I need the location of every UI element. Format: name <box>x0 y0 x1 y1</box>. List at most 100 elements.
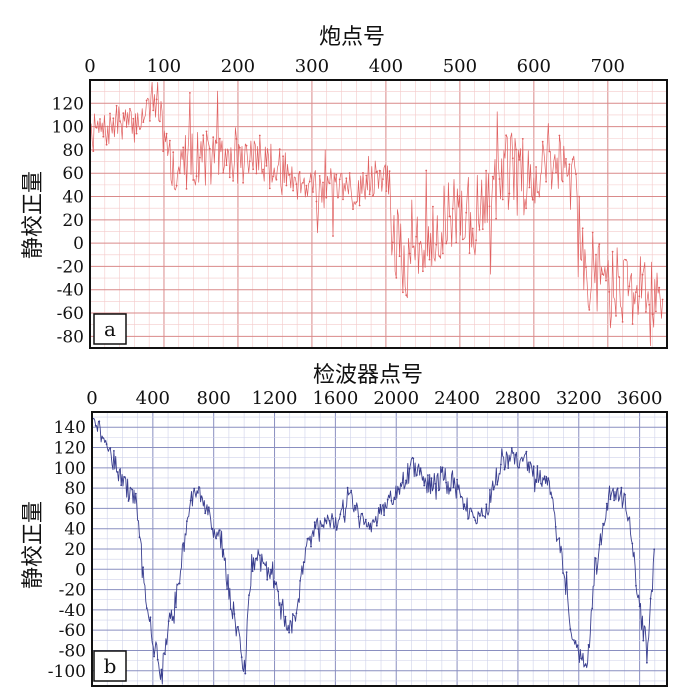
x-tick-label: 100 <box>147 56 181 77</box>
data-point <box>445 481 447 484</box>
y-tick-label: -100 <box>48 662 86 682</box>
x-tick-label: 0 <box>86 388 97 409</box>
data-point <box>591 607 594 610</box>
data-point <box>207 506 210 509</box>
data-point <box>503 468 506 471</box>
data-point <box>244 672 247 675</box>
data-point <box>551 172 554 174</box>
panel-a-frame <box>89 79 668 349</box>
data-point <box>258 134 261 137</box>
data-point <box>598 243 601 246</box>
data-point <box>501 198 504 201</box>
data-point <box>388 170 391 173</box>
data-point <box>581 227 584 230</box>
data-point <box>615 315 617 317</box>
data-point <box>584 664 586 667</box>
x-tick-label: 1600 <box>312 388 358 409</box>
data-point <box>635 291 637 294</box>
data-point <box>335 529 338 531</box>
data-point <box>655 310 657 313</box>
data-point <box>470 510 473 513</box>
data-point <box>295 612 298 615</box>
data-point <box>112 117 115 120</box>
panel-a-xlabel: 炮点号 <box>319 25 385 50</box>
data-point <box>272 175 274 178</box>
data-point <box>116 471 119 473</box>
data-point <box>395 277 398 279</box>
data-point <box>365 174 368 177</box>
x-tick-label: 3200 <box>556 388 602 409</box>
data-point <box>628 285 631 288</box>
data-point <box>233 613 236 615</box>
data-point <box>308 180 311 183</box>
data-point <box>193 487 196 490</box>
y-tick-label: 100 <box>54 459 86 479</box>
data-point <box>525 450 528 453</box>
data-point <box>129 108 131 110</box>
data-point <box>561 180 564 183</box>
data-point <box>565 571 568 574</box>
data-point <box>310 545 312 548</box>
data-point <box>167 620 170 622</box>
data-point <box>401 481 404 484</box>
panel-a-grid <box>89 79 668 349</box>
data-point <box>465 211 468 214</box>
data-point <box>521 138 524 140</box>
y-tick-label: 60 <box>62 164 84 184</box>
data-point <box>306 537 309 540</box>
data-point <box>511 157 514 160</box>
data-point <box>142 121 145 123</box>
data-point <box>562 572 564 574</box>
data-point <box>265 165 268 167</box>
data-point <box>412 246 414 248</box>
data-point <box>392 241 394 244</box>
data-point <box>508 192 511 195</box>
data-point <box>332 235 334 237</box>
data-point <box>386 498 389 501</box>
data-point <box>189 499 192 502</box>
panel-b-x-tick-labels: 0 400 800 1200 1600 2000 2400 2800 3200 3600 <box>86 388 662 409</box>
y-tick-label: -20 <box>59 581 86 601</box>
data-point <box>613 499 615 502</box>
data-point <box>179 172 181 175</box>
data-point <box>292 189 294 192</box>
data-point <box>430 477 433 479</box>
data-point <box>182 542 185 545</box>
y-tick-label: -80 <box>57 327 84 347</box>
data-point <box>547 477 550 479</box>
data-point <box>135 132 138 135</box>
data-point <box>540 482 542 485</box>
data-point <box>208 147 211 150</box>
data-point <box>291 613 294 615</box>
data-point <box>649 597 652 600</box>
data-point <box>576 644 579 647</box>
data-point <box>222 172 225 174</box>
data-point <box>277 590 280 593</box>
data-point <box>245 144 248 147</box>
data-point <box>182 146 185 149</box>
data-point <box>338 178 341 181</box>
data-point <box>442 252 444 255</box>
x-tick-label: 600 <box>517 56 551 77</box>
data-point <box>142 566 145 569</box>
data-point <box>529 461 531 464</box>
data-point <box>510 447 513 449</box>
panel-a-ylabel: 静校正量 <box>21 171 46 259</box>
data-point <box>280 603 283 606</box>
data-point <box>481 514 484 517</box>
data-point <box>531 198 534 201</box>
data-point <box>302 561 305 564</box>
data-point <box>558 537 561 540</box>
y-tick-label: 100 <box>52 118 84 138</box>
data-point <box>500 463 502 466</box>
data-point <box>405 479 407 482</box>
data-point <box>423 484 426 487</box>
data-point <box>278 148 281 151</box>
data-point <box>448 487 451 490</box>
data-point <box>350 489 353 492</box>
data-point <box>518 466 520 469</box>
x-tick-label: 3600 <box>617 388 663 409</box>
data-point <box>575 173 577 176</box>
